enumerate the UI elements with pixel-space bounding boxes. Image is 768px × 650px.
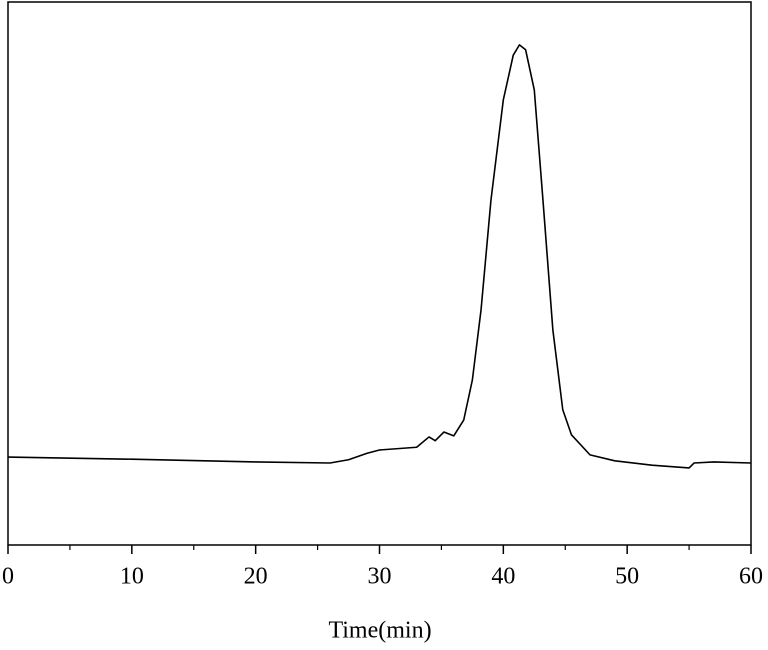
x-tick-label: 0 <box>2 564 14 590</box>
x-tick-label: 30 <box>368 564 392 590</box>
x-tick-label: 20 <box>244 564 268 590</box>
x-axis-label: Time(min) <box>328 618 431 644</box>
x-tick-label: 40 <box>491 564 515 590</box>
x-tick-label: 60 <box>739 564 763 590</box>
x-tick-label: 10 <box>120 564 144 590</box>
data-line <box>7 44 752 469</box>
x-tick-label: 50 <box>615 564 639 590</box>
